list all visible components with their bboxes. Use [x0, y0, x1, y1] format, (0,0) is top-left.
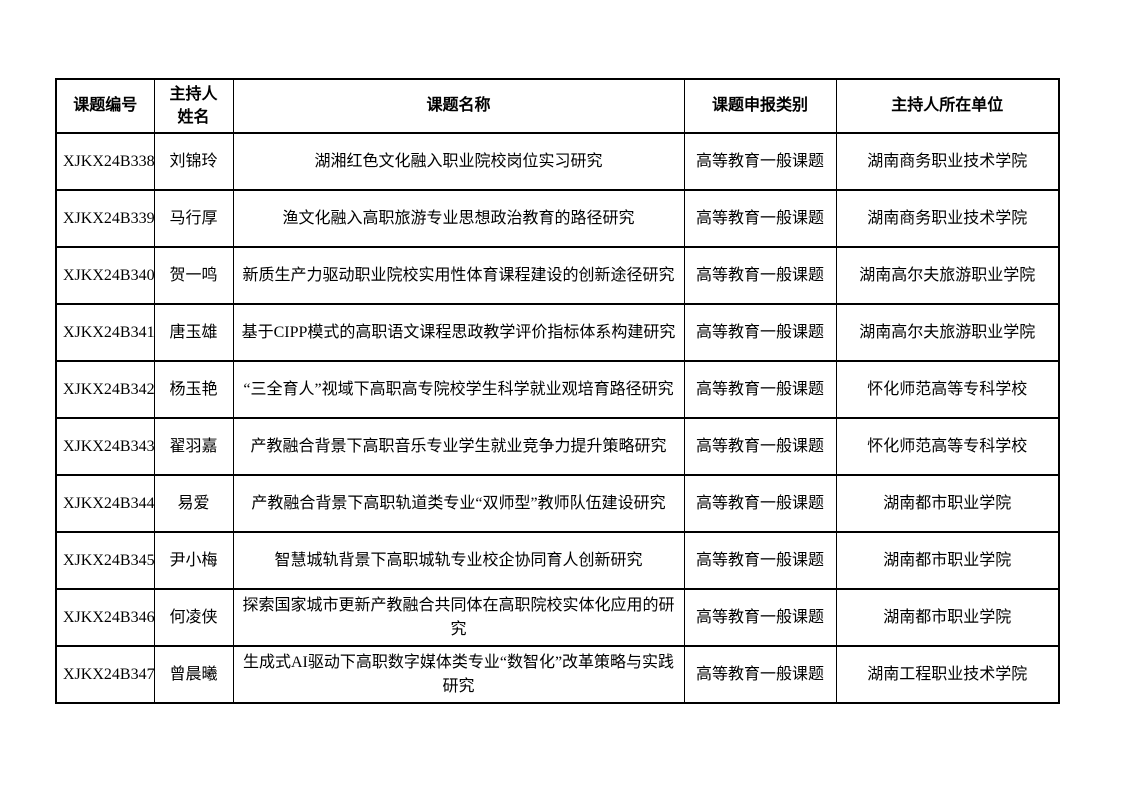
- cell-leader-name: 贺一鸣: [153, 246, 234, 305]
- cell-project-code: XJKX24B347: [55, 645, 155, 704]
- cell-project-title: 基于CIPP模式的高职语文课程思政教学评价指标体系构建研究: [232, 303, 685, 362]
- cell-organization: 湖南商务职业技术学院: [835, 189, 1060, 248]
- col-header-project-title: 课题名称: [232, 78, 685, 134]
- table-row: XJKX24B341 唐玉雄 基于CIPP模式的高职语文课程思政教学评价指标体系…: [55, 303, 1060, 362]
- cell-leader-name: 曾晨曦: [153, 645, 234, 704]
- cell-project-code: XJKX24B345: [55, 531, 155, 590]
- header-row: 课题编号 主持人 姓名 课题名称 课题申报类别 主持人所在单位: [55, 78, 1060, 134]
- cell-project-title: “三全育人”视域下高职高专院校学生科学就业观培育路径研究: [232, 360, 685, 419]
- table-row: XJKX24B338 刘锦玲 湖湘红色文化融入职业院校岗位实习研究 高等教育一般…: [55, 132, 1060, 191]
- cell-category: 高等教育一般课题: [683, 417, 837, 476]
- cell-leader-name: 翟羽嘉: [153, 417, 234, 476]
- cell-category: 高等教育一般课题: [683, 588, 837, 647]
- cell-leader-name: 唐玉雄: [153, 303, 234, 362]
- cell-project-title: 产教融合背景下高职轨道类专业“双师型”教师队伍建设研究: [232, 474, 685, 533]
- cell-organization: 湖南高尔夫旅游职业学院: [835, 246, 1060, 305]
- col-header-leader-name: 主持人 姓名: [153, 78, 234, 134]
- cell-project-code: XJKX24B338: [55, 132, 155, 191]
- cell-organization: 怀化师范高等专科学校: [835, 360, 1060, 419]
- cell-project-title: 探索国家城市更新产教融合共同体在高职院校实体化应用的研究: [232, 588, 685, 647]
- col-header-organization: 主持人所在单位: [835, 78, 1060, 134]
- cell-category: 高等教育一般课题: [683, 474, 837, 533]
- cell-project-title: 智慧城轨背景下高职城轨专业校企协同育人创新研究: [232, 531, 685, 590]
- table-row: XJKX24B346 何凌侠 探索国家城市更新产教融合共同体在高职院校实体化应用…: [55, 588, 1060, 647]
- cell-leader-name: 何凌侠: [153, 588, 234, 647]
- cell-leader-name: 尹小梅: [153, 531, 234, 590]
- cell-project-title: 生成式AI驱动下高职数字媒体类专业“数智化”改革策略与实践研究: [232, 645, 685, 704]
- cell-organization: 湖南都市职业学院: [835, 531, 1060, 590]
- cell-organization: 湖南都市职业学院: [835, 474, 1060, 533]
- col-header-project-code: 课题编号: [55, 78, 155, 134]
- cell-category: 高等教育一般课题: [683, 531, 837, 590]
- cell-leader-name: 杨玉艳: [153, 360, 234, 419]
- cell-organization: 湖南高尔夫旅游职业学院: [835, 303, 1060, 362]
- cell-category: 高等教育一般课题: [683, 360, 837, 419]
- cell-leader-name: 易爱: [153, 474, 234, 533]
- cell-organization: 怀化师范高等专科学校: [835, 417, 1060, 476]
- table-row: XJKX24B344 易爱 产教融合背景下高职轨道类专业“双师型”教师队伍建设研…: [55, 474, 1060, 533]
- table-row: XJKX24B339 马行厚 渔文化融入高职旅游专业思想政治教育的路径研究 高等…: [55, 189, 1060, 248]
- cell-project-title: 产教融合背景下高职音乐专业学生就业竞争力提升策略研究: [232, 417, 685, 476]
- cell-category: 高等教育一般课题: [683, 645, 837, 704]
- table-row: XJKX24B345 尹小梅 智慧城轨背景下高职城轨专业校企协同育人创新研究 高…: [55, 531, 1060, 590]
- cell-leader-name: 马行厚: [153, 189, 234, 248]
- cell-organization: 湖南商务职业技术学院: [835, 132, 1060, 191]
- cell-project-title: 湖湘红色文化融入职业院校岗位实习研究: [232, 132, 685, 191]
- cell-leader-name: 刘锦玲: [153, 132, 234, 191]
- cell-project-code: XJKX24B341: [55, 303, 155, 362]
- cell-project-code: XJKX24B342: [55, 360, 155, 419]
- cell-category: 高等教育一般课题: [683, 303, 837, 362]
- cell-organization: 湖南都市职业学院: [835, 588, 1060, 647]
- cell-project-title: 新质生产力驱动职业院校实用性体育课程建设的创新途径研究: [232, 246, 685, 305]
- col-header-category: 课题申报类别: [683, 78, 837, 134]
- cell-project-title: 渔文化融入高职旅游专业思想政治教育的路径研究: [232, 189, 685, 248]
- table-row: XJKX24B343 翟羽嘉 产教融合背景下高职音乐专业学生就业竞争力提升策略研…: [55, 417, 1060, 476]
- table-header: 课题编号 主持人 姓名 课题名称 课题申报类别 主持人所在单位: [55, 78, 1060, 134]
- cell-project-code: XJKX24B344: [55, 474, 155, 533]
- table-row: XJKX24B340 贺一鸣 新质生产力驱动职业院校实用性体育课程建设的创新途径…: [55, 246, 1060, 305]
- table-body: XJKX24B338 刘锦玲 湖湘红色文化融入职业院校岗位实习研究 高等教育一般…: [55, 132, 1060, 704]
- cell-project-code: XJKX24B340: [55, 246, 155, 305]
- table-row: XJKX24B342 杨玉艳 “三全育人”视域下高职高专院校学生科学就业观培育路…: [55, 360, 1060, 419]
- projects-table: 课题编号 主持人 姓名 课题名称 课题申报类别 主持人所在单位 XJKX24B3…: [55, 78, 1060, 704]
- cell-category: 高等教育一般课题: [683, 189, 837, 248]
- cell-project-code: XJKX24B339: [55, 189, 155, 248]
- cell-category: 高等教育一般课题: [683, 132, 837, 191]
- cell-category: 高等教育一般课题: [683, 246, 837, 305]
- cell-project-code: XJKX24B343: [55, 417, 155, 476]
- table-row: XJKX24B347 曾晨曦 生成式AI驱动下高职数字媒体类专业“数智化”改革策…: [55, 645, 1060, 704]
- cell-project-code: XJKX24B346: [55, 588, 155, 647]
- cell-organization: 湖南工程职业技术学院: [835, 645, 1060, 704]
